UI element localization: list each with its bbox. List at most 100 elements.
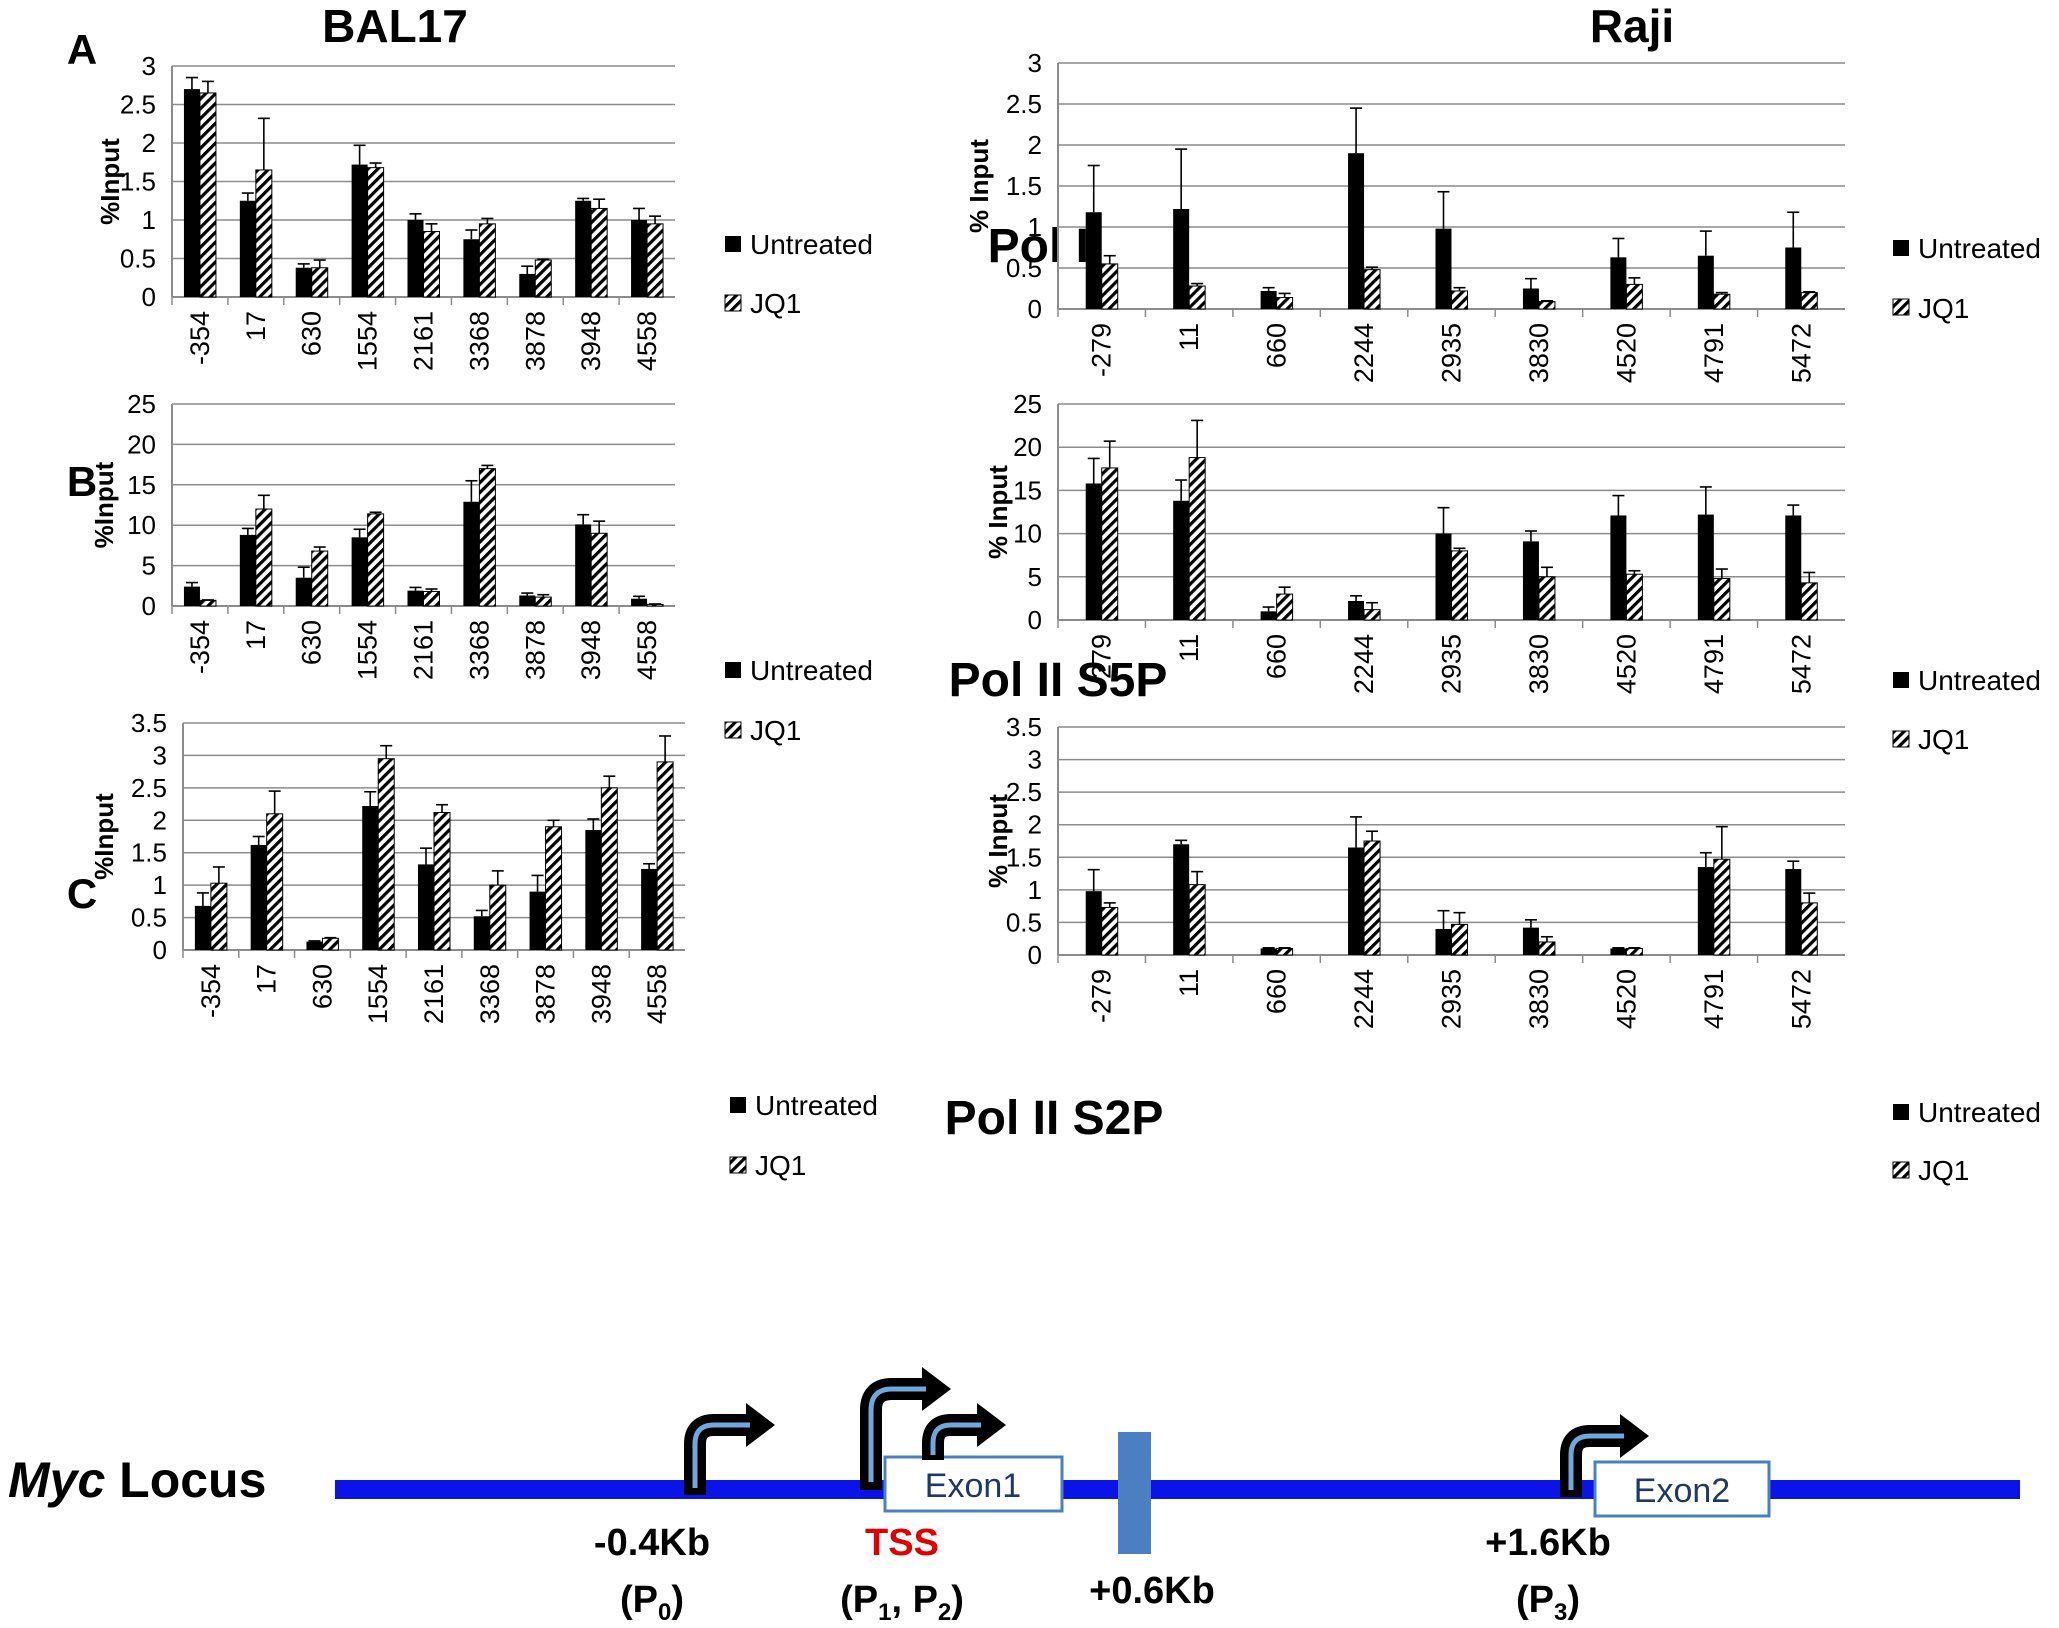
- x-tick-label: 3878: [520, 311, 550, 371]
- bar-jq1: [478, 223, 496, 298]
- bar-untreated: [1173, 500, 1190, 620]
- x-tick-label: 17: [252, 964, 282, 994]
- bar-jq1: [1188, 285, 1206, 310]
- promoter-arrow-p3: [1560, 1414, 1649, 1497]
- bar-untreated: [1173, 844, 1190, 955]
- bar-jq1: [1713, 578, 1731, 621]
- bar-untreated: [1085, 891, 1102, 955]
- bar-jq1: [311, 267, 329, 298]
- x-tick-label: 17: [241, 620, 271, 650]
- legend-swatch-untreated: [725, 662, 741, 678]
- bar-untreated: [529, 891, 546, 950]
- y-tick-label: 0: [142, 282, 156, 312]
- chart-5: 00.511.522.533.5 %Input -354 17 630 1554 2161 3…: [89, 708, 685, 1024]
- y-tick-label: 20: [1013, 432, 1042, 462]
- bar-untreated: [463, 501, 480, 606]
- y-tick-label: 1: [153, 870, 167, 900]
- bar-jq1: [489, 884, 507, 951]
- legend-c-raji: Untreated JQ1: [1892, 1097, 2041, 1186]
- bar-untreated: [306, 941, 323, 950]
- x-tick-label: 4791: [1699, 969, 1729, 1029]
- legend-label-untreated: Untreated: [1918, 1097, 2041, 1128]
- y-tick-label: 1: [1028, 875, 1042, 905]
- x-tick-label: 3948: [576, 620, 606, 680]
- bar-jq1: [311, 550, 329, 607]
- x-tick-label: 660: [1262, 323, 1292, 368]
- legend-swatch-jq1: [724, 294, 742, 312]
- bar-untreated: [1697, 514, 1714, 620]
- tss-label: TSS: [865, 1522, 939, 1564]
- bar-jq1: [1188, 884, 1206, 956]
- bar-jq1: [1625, 947, 1643, 956]
- legend-label-jq1: JQ1: [1918, 724, 1969, 755]
- enhancer-block: [1118, 1432, 1151, 1554]
- y-axis-title: % Input: [983, 794, 1013, 888]
- legend-label-untreated: Untreated: [750, 229, 873, 260]
- y-tick-label: 2.5: [120, 90, 156, 120]
- x-tick-label: 2244: [1349, 323, 1379, 383]
- y-tick-label: 15: [127, 470, 156, 500]
- x-tick-label: 3948: [576, 311, 606, 371]
- x-tick-label: 11: [1174, 323, 1204, 351]
- y-tick-label: 10: [1013, 519, 1042, 549]
- bar-jq1: [1451, 290, 1468, 310]
- x-tick-label: 4558: [632, 620, 662, 680]
- y-tick-label: 0.5: [1006, 907, 1042, 937]
- x-tick-label: 630: [297, 620, 327, 665]
- x-tick-label: 3830: [1524, 323, 1554, 383]
- x-tick-label: 4520: [1611, 969, 1641, 1029]
- bar-jq1: [199, 92, 217, 298]
- x-tick-label: 660: [1262, 969, 1292, 1014]
- x-tick-label: 11: [1174, 969, 1204, 997]
- y-tick-label: 0: [142, 591, 156, 621]
- x-tick-label: 5472: [1786, 323, 1816, 383]
- x-tick-label: 3368: [464, 620, 494, 680]
- locus-gene-name: Myc: [8, 1452, 105, 1508]
- bar-untreated: [418, 864, 434, 950]
- y-tick-label: 25: [1013, 389, 1042, 419]
- bar-untreated: [1435, 928, 1452, 955]
- bar-untreated: [1260, 611, 1277, 620]
- bar-untreated: [1522, 927, 1539, 955]
- bar-jq1: [590, 207, 608, 298]
- y-tick-label: 3.5: [1006, 712, 1042, 742]
- bar-untreated: [519, 273, 536, 297]
- legend-c-bal17: Untreated JQ1: [729, 1090, 878, 1181]
- legend-swatch-untreated: [730, 1097, 746, 1113]
- bar-untreated: [473, 916, 490, 950]
- y-tick-label: 0: [153, 935, 167, 965]
- legend-label-untreated: Untreated: [1918, 233, 2041, 264]
- y-axis-title: % Input: [964, 139, 994, 233]
- bar-jq1: [1538, 941, 1556, 956]
- bar-untreated: [463, 239, 480, 297]
- bar-untreated: [1435, 228, 1452, 309]
- bar-untreated: [407, 590, 424, 606]
- bar-jq1: [423, 231, 440, 298]
- charts: 00.511.522.53%Input-354 17 630 1554 2161 3368…: [89, 48, 1845, 1029]
- y-tick-label: 5: [142, 551, 156, 581]
- legend-label-untreated: Untreated: [750, 655, 873, 686]
- bar-jq1: [1625, 283, 1643, 310]
- p3-label: (P3): [1516, 1579, 1580, 1626]
- bar-untreated: [1435, 533, 1452, 620]
- bar-jq1: [255, 508, 273, 607]
- bar-jq1: [600, 787, 618, 951]
- y-tick-label: 2: [142, 128, 156, 158]
- bar-untreated: [1085, 212, 1102, 309]
- bar-untreated: [641, 868, 658, 950]
- bar-untreated: [631, 598, 648, 606]
- y-tick-label: 1.5: [1006, 171, 1042, 201]
- legend-label-jq1: JQ1: [755, 1150, 806, 1181]
- y-tick-label: 3.5: [131, 708, 167, 738]
- x-tick-label: 3830: [1524, 969, 1554, 1029]
- y-tick-label: 1.5: [1006, 842, 1042, 872]
- x-tick-label: 4791: [1699, 634, 1729, 694]
- bar-jq1: [545, 826, 563, 951]
- bar-untreated: [1348, 847, 1365, 955]
- bar-untreated: [1522, 541, 1539, 620]
- bar-untreated: [1522, 288, 1539, 309]
- bar-untreated: [1085, 483, 1102, 620]
- x-tick-label: 4520: [1611, 323, 1641, 383]
- bar-jq1: [1188, 457, 1206, 621]
- bar-untreated: [183, 586, 200, 606]
